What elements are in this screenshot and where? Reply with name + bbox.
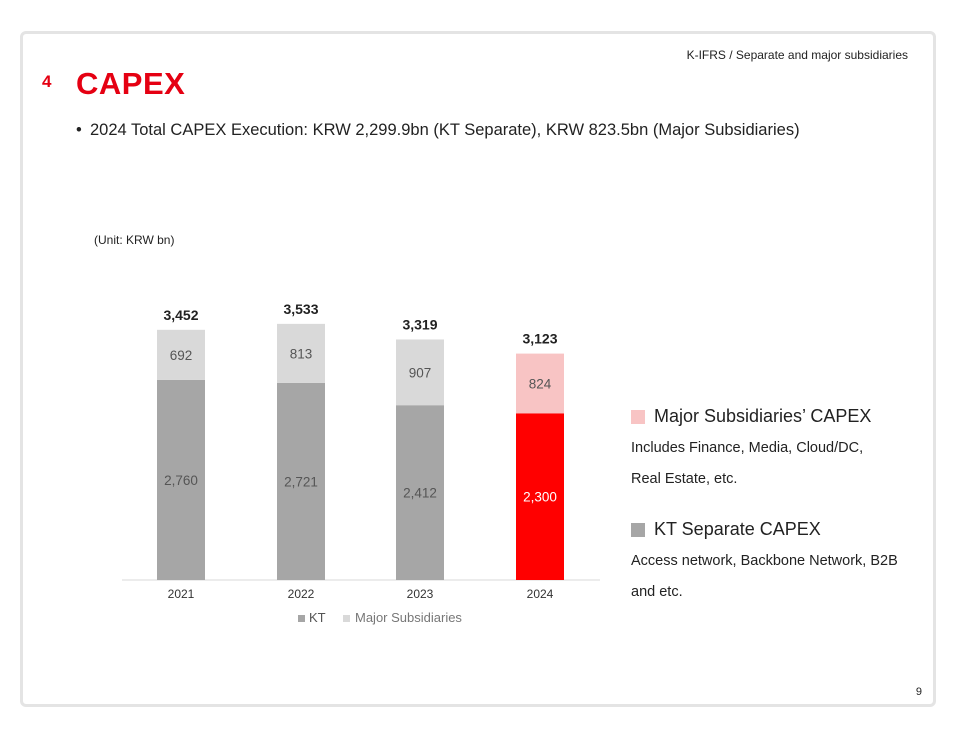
- subs-legend-label: Major Subsidiaries’ CAPEX: [654, 406, 872, 426]
- header-note: K-IFRS / Separate and major subsidiaries: [686, 48, 908, 62]
- kt-value-label: 2,760: [164, 473, 198, 488]
- unit-label: (Unit: KRW bn): [94, 233, 175, 247]
- kt-legend-title: KT Separate CAPEX: [631, 519, 931, 540]
- bullet-dot-icon: •: [76, 121, 82, 139]
- page-number: 9: [915, 686, 922, 698]
- page-title: CAPEX: [76, 66, 186, 101]
- legend-subs-label: Major Subsidiaries: [355, 610, 462, 625]
- kt-bar: [396, 405, 444, 580]
- subs-bar: [516, 353, 564, 414]
- bullet-text: 2024 Total CAPEX Execution: KRW 2,299.9b…: [90, 121, 800, 139]
- subs-bar: [277, 323, 325, 383]
- subs-bar: [157, 329, 205, 380]
- total-label: 3,533: [283, 301, 318, 317]
- kt-value-label: 2,412: [403, 486, 437, 501]
- subs-value-label: 813: [290, 346, 313, 361]
- legend-subs-swatch: [343, 615, 350, 622]
- x-tick-label: 2022: [288, 587, 315, 601]
- total-label: 3,123: [522, 331, 557, 347]
- kt-value-label: 2,300: [523, 490, 557, 505]
- legend-kt-label: KT: [309, 610, 326, 625]
- kt-swatch-icon: [631, 522, 645, 537]
- kt-bar: [157, 379, 205, 580]
- kt-bar: [516, 413, 564, 580]
- kt-legend-desc: Access network, Backbone Network, B2B an…: [631, 553, 898, 600]
- subs-legend-desc: Includes Finance, Media, Cloud/DC, Real …: [631, 440, 864, 487]
- x-tick-label: 2023: [407, 587, 434, 601]
- subs-legend-title: Major Subsidiaries’ CAPEX: [631, 406, 931, 427]
- subs-swatch-icon: [631, 409, 645, 424]
- kt-legend-label: KT Separate CAPEX: [654, 519, 821, 539]
- subs-value-label: 824: [529, 376, 552, 391]
- subs-value-label: 692: [170, 348, 193, 363]
- bullet-item: • 2024 Total CAPEX Execution: KRW 2,299.9…: [76, 121, 800, 140]
- kt-value-label: 2,721: [284, 474, 318, 489]
- subs-bar: [396, 339, 444, 406]
- x-tick-label: 2021: [168, 587, 195, 601]
- section-number: 4: [42, 72, 52, 91]
- side-legend: Major Subsidiaries’ CAPEX Includes Finan…: [631, 406, 931, 608]
- kt-bar: [277, 382, 325, 580]
- subs-value-label: 907: [409, 365, 432, 380]
- x-tick-label: 2024: [527, 587, 554, 601]
- total-label: 3,452: [163, 307, 198, 323]
- legend-kt-swatch: [298, 615, 305, 622]
- total-label: 3,319: [402, 316, 437, 332]
